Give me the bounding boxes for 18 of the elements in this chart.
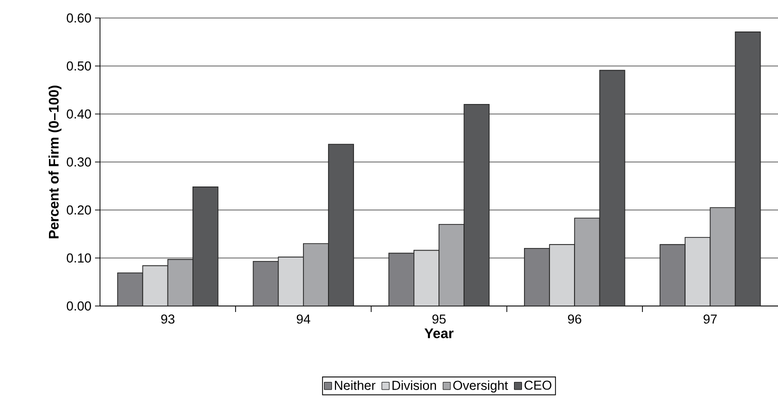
y-axis-title: Percent of Firm (0–100) [48, 86, 62, 238]
x-tick-label: 94 [296, 314, 310, 324]
y-tick-label: 0.20 [66, 205, 91, 215]
legend-label: Oversight [453, 380, 508, 393]
legend-label: CEO [524, 380, 552, 390]
y-tick-label: 0.00 [66, 301, 91, 311]
x-tick-label: 97 [704, 314, 717, 324]
x-tick-label: 93 [161, 314, 174, 324]
x-tick-label: 95 [432, 314, 446, 324]
y-tick-label: 0.10 [66, 253, 91, 263]
legend-label: Division [392, 380, 436, 390]
y-tick-label: 0.30 [66, 157, 91, 167]
legend-label: Neither [334, 380, 376, 390]
x-tick-label: 96 [568, 314, 582, 324]
y-tick-label: 0.40 [66, 109, 91, 119]
y-tick-label: 0.60 [66, 13, 91, 23]
y-tick-label: 0.50 [66, 61, 91, 71]
x-axis-title: Year [424, 328, 454, 338]
